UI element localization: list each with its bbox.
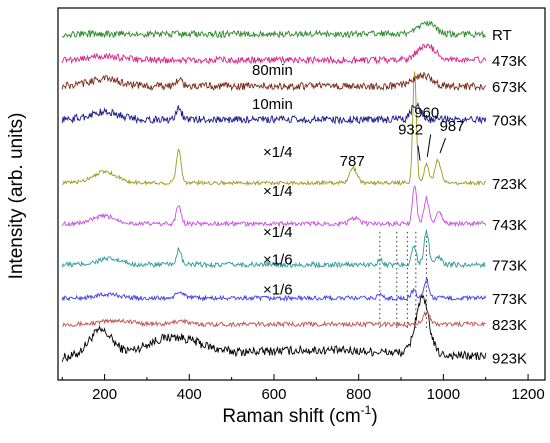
peak-arrow <box>439 138 446 154</box>
peak-arrow <box>426 134 432 157</box>
scale-label: ×1/6 <box>263 281 293 298</box>
spectrum-line <box>62 311 486 329</box>
spectra <box>61 20 487 363</box>
time-label: 80min <box>252 62 293 79</box>
series-label: 703K <box>492 113 527 130</box>
series-label: 823K <box>492 317 527 334</box>
series-label: 723K <box>492 176 527 193</box>
x-axis-label: Raman shift (cm-1) <box>222 403 377 427</box>
x-tick-label: 1200 <box>511 386 544 403</box>
series-label: 773K <box>492 258 527 275</box>
scale-label: ×1/4 <box>263 183 293 200</box>
spectrum-line <box>61 71 487 92</box>
x-tick-label: 800 <box>346 386 371 403</box>
plot-frame <box>57 7 546 381</box>
x-ticks: 200 400 600 800 1000 1200 <box>61 374 545 403</box>
scale-label: ×1/4 <box>263 224 293 241</box>
scale-label: ×1/6 <box>263 252 293 269</box>
spectrum-line <box>61 20 487 39</box>
scale-label: ×1/4 <box>263 144 293 161</box>
peak-guides <box>379 231 427 328</box>
x-tick-label: 600 <box>261 386 286 403</box>
spectrum-line <box>61 294 487 363</box>
peak-label: 932 <box>398 121 423 138</box>
spectrum-line <box>61 278 487 302</box>
peak-arrow <box>417 145 421 161</box>
spectrum-line <box>61 229 486 269</box>
annotations: 923K 823K 773K 773K 743K 723K 703K 673K 473K RT ×1… <box>252 27 527 368</box>
x-tick-label: 400 <box>177 386 202 403</box>
series-label: 773K <box>492 291 527 308</box>
series-label: 673K <box>492 79 527 96</box>
peak-label: 787 <box>340 153 365 170</box>
series-label: 743K <box>492 217 527 234</box>
spectrum-line <box>61 101 487 125</box>
series-label: 473K <box>492 53 527 70</box>
series-label: RT <box>492 27 512 44</box>
peak-label: 987 <box>440 118 465 135</box>
x-tick-label: 200 <box>92 386 117 403</box>
time-label: 10min <box>252 96 293 113</box>
spectrum-line <box>61 185 487 228</box>
x-tick-label: 1000 <box>427 386 460 403</box>
series-label: 923K <box>492 351 527 368</box>
peak-label: 960 <box>414 105 439 122</box>
spectrum-line <box>61 43 487 65</box>
y-axis-label: Intensity (arb. units) <box>6 113 27 280</box>
